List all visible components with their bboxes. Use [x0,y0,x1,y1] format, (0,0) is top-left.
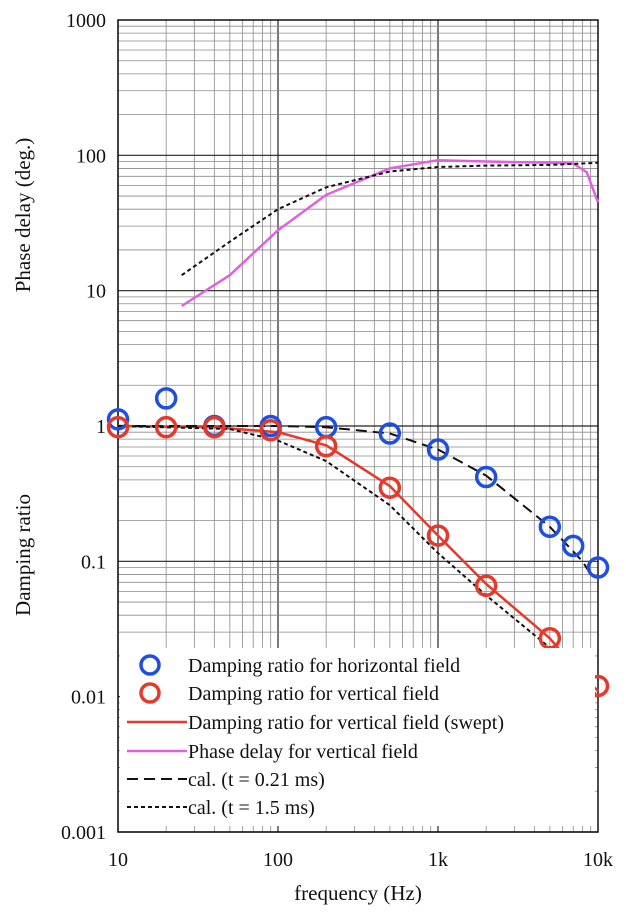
series-0-marker [538,515,562,539]
y-tick-labels: 1000 100 10 1 0.1 0.01 0.001 [61,10,106,844]
legend-label-cal-021: cal. (t = 0.21 ms) [188,769,325,791]
series-line-3 [181,158,600,308]
x-axis-title: frequency (Hz) [294,881,422,905]
series-line-5 [181,161,599,277]
legend-marker-vertical [139,682,161,704]
series-0-marker [106,408,130,431]
y-tick-label: 100 [76,145,106,167]
legend-box [120,648,595,826]
legend-label-horizontal: Damping ratio for horizontal field [188,655,460,677]
legend-label-cal-15: cal. (t = 1.5 ms) [188,797,315,819]
series-1-marker [426,524,450,547]
series-1-marker [259,419,282,442]
series-0-marker [561,534,585,558]
y-tick-label: 0.1 [81,551,106,573]
y-tick-label: 0.001 [61,822,106,844]
series-layer [106,158,610,698]
series-0-marker [474,465,498,489]
series-1-marker [106,415,130,439]
y-tick-label: 1000 [66,10,106,32]
legend-label-swept: Damping ratio for vertical field (swept) [188,712,504,734]
series-1-marker [154,415,178,439]
series-1-marker [378,476,402,499]
y-tick-label: 1 [96,416,106,438]
x-tick-labels: 10 100 1k 10k [108,849,613,871]
y-axis-title-upper: Phase delay (deg.) [11,138,35,293]
x-tick-label: 100 [263,849,293,871]
series-1-marker [474,574,498,598]
series-0-marker [426,438,450,461]
series-0-marker [586,556,610,579]
legend-marker-horizontal [139,654,161,676]
x-tick-label: 1k [428,849,448,871]
series-1-marker [538,627,562,650]
legend-label-vertical: Damping ratio for vertical field [188,683,439,705]
y-tick-label: 0.01 [71,687,106,709]
x-tick-label: 10k [583,849,613,871]
legend: Damping ratio for horizontal field Dampi… [120,648,595,826]
legend-label-phase: Phase delay for vertical field [188,741,418,763]
series-line-4 [118,425,592,575]
series-1-marker [203,415,226,439]
series-0-marker [154,387,178,410]
series-1-marker [314,434,338,458]
y-tick-label: 10 [86,281,106,303]
series-0-marker [378,422,402,445]
y-axis-title-lower: Damping ratio [11,494,35,616]
x-tick-label: 10 [108,849,128,871]
